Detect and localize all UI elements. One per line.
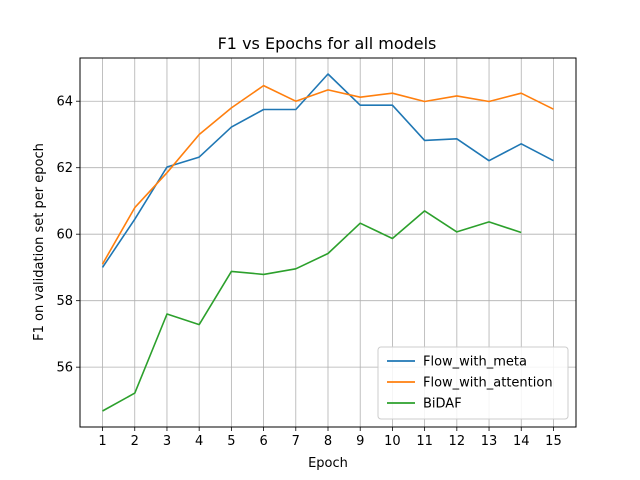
x-tick-label: 5 <box>227 434 235 449</box>
x-tick-label: 1 <box>98 434 106 449</box>
x-tick-label: 4 <box>195 434 203 449</box>
x-tick-label: 9 <box>356 434 364 449</box>
x-tick-label: 2 <box>131 434 139 449</box>
x-tick-label: 3 <box>163 434 171 449</box>
y-tick-label: 62 <box>56 161 73 176</box>
y-tick-label: 60 <box>56 228 73 243</box>
series-line-flow-with-meta <box>101 73 554 268</box>
series-line-flow-with-attention <box>101 84 554 265</box>
y-tick-label: 58 <box>56 294 73 309</box>
x-tick-label: 7 <box>292 434 300 449</box>
legend-label-bidaf: BiDAF <box>423 397 462 412</box>
x-tick-label: 12 <box>449 434 466 449</box>
y-tick-label: 56 <box>56 361 73 376</box>
x-axis-title: Epoch <box>308 456 348 471</box>
x-tick-label: 11 <box>416 434 433 449</box>
x-tick-label: 15 <box>545 434 562 449</box>
y-tick-label: 64 <box>56 95 73 110</box>
y-axis-title: F1 on validation set per epoch <box>32 143 47 341</box>
legend-label-flow-with-attention: Flow_with_attention <box>423 376 553 391</box>
chart-title: F1 vs Epochs for all models <box>218 34 437 53</box>
series-line-bidaf <box>102 210 522 412</box>
legend-label-flow-with-meta: Flow_with_meta <box>423 355 527 370</box>
y-axis: 56 58 60 62 64 <box>56 95 80 376</box>
x-tick-label: 10 <box>384 434 401 449</box>
x-tick-label: 6 <box>259 434 267 449</box>
x-tick-label: 14 <box>513 434 530 449</box>
legend-box <box>377 346 569 420</box>
plot-series <box>101 73 554 412</box>
legend: Flow_with_meta Flow_with_attention BiDAF <box>377 346 569 420</box>
x-axis: 1 2 3 4 5 6 7 8 9 10 11 12 13 14 15 <box>98 427 562 449</box>
x-tick-label: 13 <box>481 434 498 449</box>
x-tick-label: 8 <box>324 434 332 449</box>
